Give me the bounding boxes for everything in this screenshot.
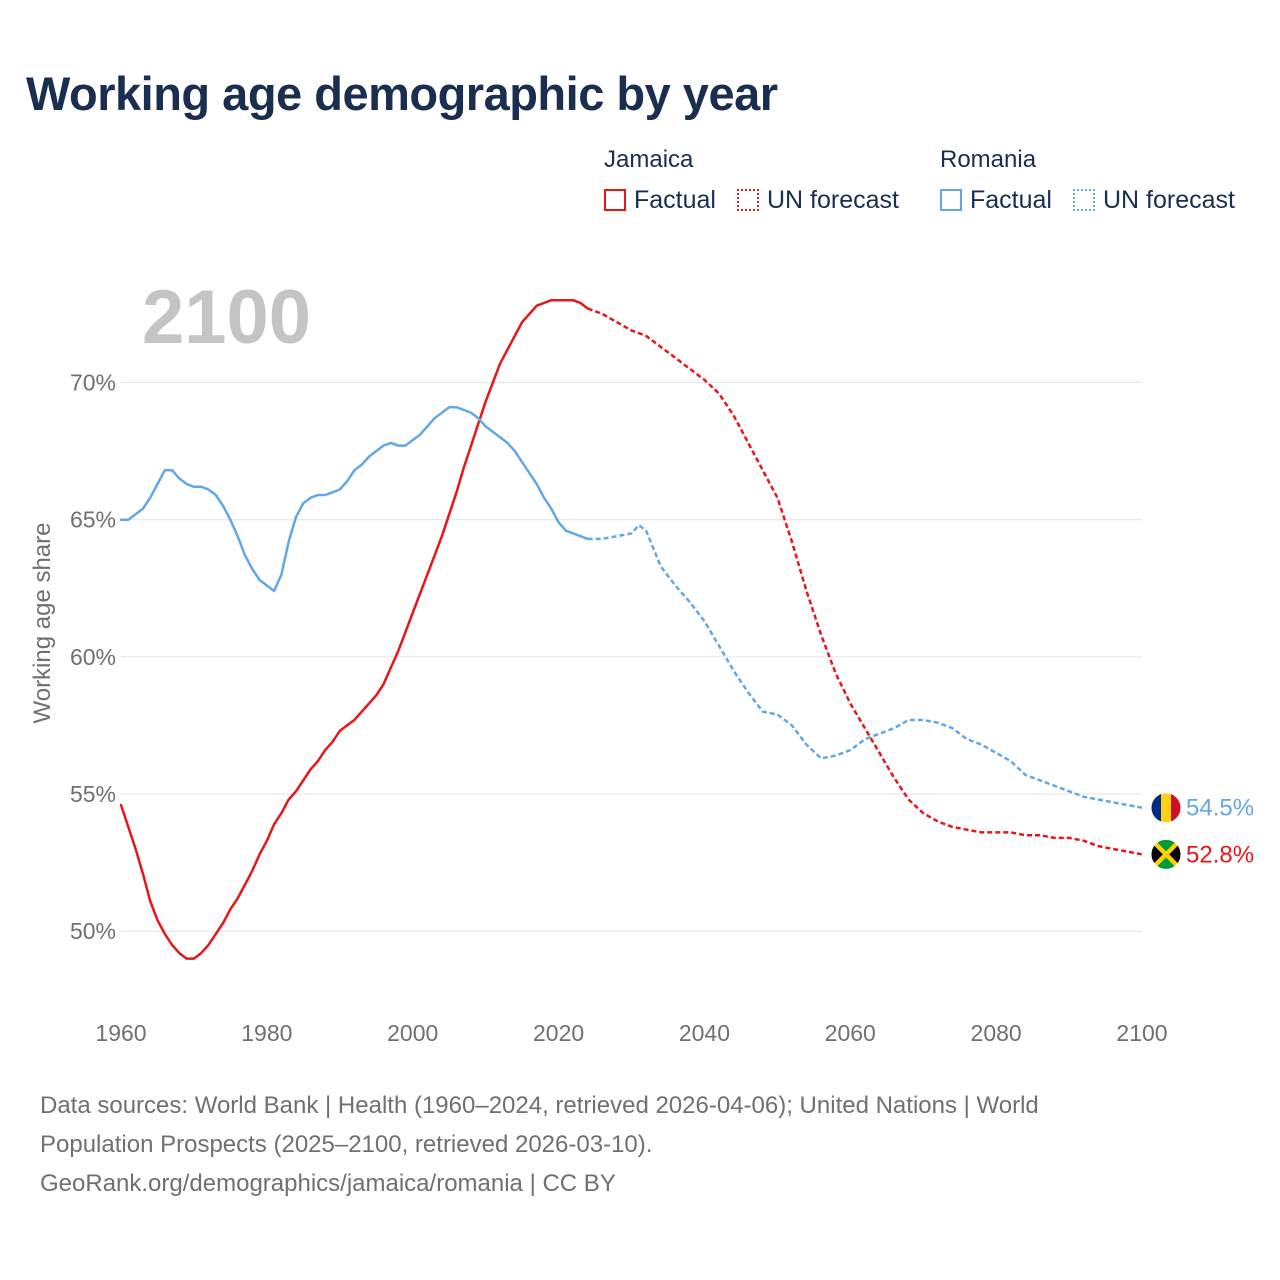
x-tick-label: 2080	[971, 1020, 1022, 1046]
legend-label: UN forecast	[767, 185, 899, 214]
legend-romania-factual[interactable]: Factual	[940, 185, 1052, 215]
legend-romania-forecast[interactable]: UN forecast	[1073, 185, 1235, 215]
year-watermark: 2100	[142, 275, 311, 360]
y-tick-label: 70%	[70, 370, 116, 396]
endpoints: 52.8% 54.5%	[1150, 792, 1254, 870]
jamaica-forecast-line[interactable]	[587, 307, 1143, 856]
legend-swatch-solid	[940, 189, 962, 211]
jamaica-flag-icon	[1150, 838, 1182, 870]
legend-group-jamaica: Jamaica	[604, 146, 694, 173]
romania-flag-icon	[1150, 792, 1182, 824]
source-url-line[interactable]: GeoRank.org/demographics/jamaica/romania…	[40, 1170, 616, 1197]
x-tick-label: 2020	[533, 1020, 584, 1046]
legend-label: Factual	[634, 185, 716, 214]
y-axis-label: Working age share	[29, 523, 56, 724]
axes: 50% 55% 60% 65% 70% 1960 1980 2000 2020 2040 2060 2…	[70, 370, 1168, 1046]
romania-factual-line[interactable]	[119, 405, 589, 593]
jamaica-factual-line[interactable]	[119, 298, 589, 960]
legend-swatch-dotted	[1073, 189, 1095, 211]
jamaica-end-label: 52.8%	[1186, 841, 1254, 868]
x-tick-label: 2100	[1116, 1020, 1167, 1046]
legend-group-romania: Romania	[940, 146, 1037, 173]
footer: Data sources: World Bank | Health (1960–…	[40, 1086, 1240, 1203]
romania-forecast-line[interactable]	[587, 523, 1143, 809]
legend-jamaica-factual[interactable]: Factual	[604, 185, 716, 215]
legend-jamaica-forecast[interactable]: UN forecast	[737, 185, 899, 215]
x-tick-label: 2060	[825, 1020, 876, 1046]
x-tick-label: 2040	[679, 1020, 730, 1046]
legend-swatch-solid	[604, 189, 626, 211]
series	[119, 298, 1143, 960]
y-tick-label: 60%	[70, 644, 116, 670]
romania-end-label: 54.5%	[1186, 795, 1254, 822]
legend-swatch-dotted	[737, 189, 759, 211]
line-chart: 2100 50% 55% 60% 65% 70% 1960 1980 2000 2020 2040…	[29, 275, 1254, 1046]
chart-title: Working age demographic by year	[26, 67, 778, 120]
y-tick-label: 50%	[70, 918, 116, 944]
y-tick-label: 55%	[70, 781, 116, 807]
x-tick-label: 2000	[387, 1020, 438, 1046]
y-tick-label: 65%	[70, 507, 116, 533]
x-tick-label: 1980	[241, 1020, 292, 1046]
legend-label: Factual	[970, 185, 1052, 214]
grid	[121, 382, 1142, 932]
x-tick-label: 1960	[95, 1020, 146, 1046]
legend-label: UN forecast	[1103, 185, 1235, 214]
source-line-1: Data sources: World Bank | Health (1960–…	[40, 1092, 1039, 1119]
source-line-2: Population Prospects (2025–2100, retriev…	[40, 1131, 653, 1158]
